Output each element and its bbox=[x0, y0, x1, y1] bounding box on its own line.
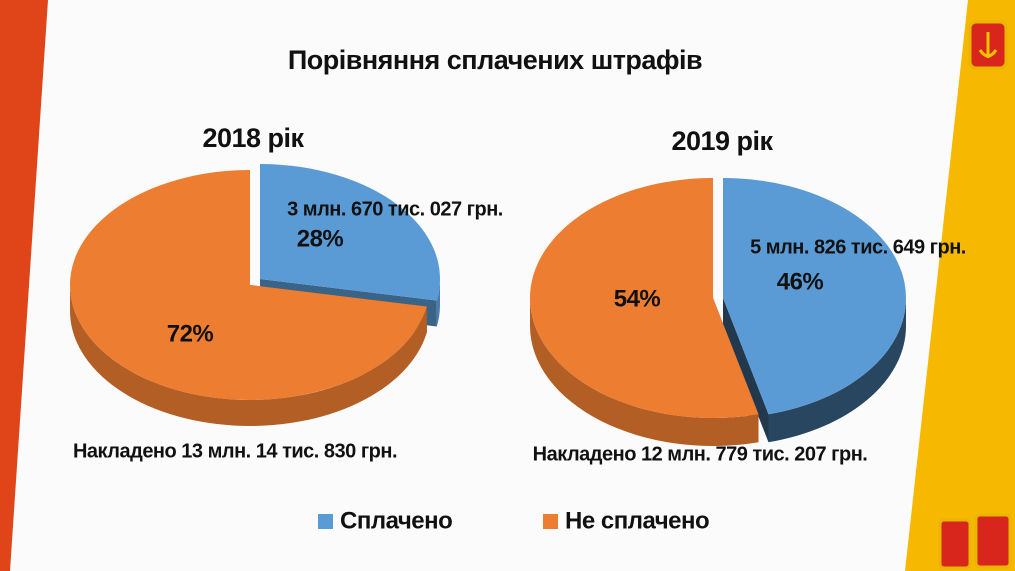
paid-amount: 5 млн. 826 тис. 649 грн. bbox=[750, 236, 966, 258]
slice bbox=[723, 178, 907, 415]
pie-title: 2019 рік bbox=[671, 126, 773, 156]
right-stripe bbox=[905, 0, 1015, 571]
slice bbox=[530, 178, 759, 418]
pie-tops bbox=[69, 164, 440, 401]
legend-swatch bbox=[318, 514, 333, 529]
slice-label: 72% bbox=[167, 320, 214, 347]
slice bbox=[69, 170, 427, 401]
slice-side bbox=[70, 285, 427, 427]
slice-side bbox=[436, 279, 440, 327]
legend-label: Сплачено bbox=[340, 507, 452, 534]
logo-bottom bbox=[938, 513, 1012, 570]
slice bbox=[260, 164, 440, 301]
paid-amount: 3 млн. 670 тис. 027 грн. bbox=[287, 198, 503, 220]
pie-title: 2018 рік bbox=[202, 123, 304, 153]
logo-shield bbox=[938, 518, 972, 570]
legend-label: Не сплачено bbox=[565, 507, 709, 534]
logo-shield bbox=[974, 513, 1012, 569]
pie-chart: 28% 72% 2018 рік 3 млн. 670 тис. 027 грн. На… bbox=[69, 123, 503, 462]
slice-label: 54% bbox=[614, 285, 661, 312]
slice-cut-face bbox=[723, 298, 769, 443]
slice-label: 28% bbox=[297, 225, 344, 252]
slice-side bbox=[768, 298, 906, 443]
imposed-total: Накладено 12 млн. 779 тис. 207 грн. bbox=[533, 443, 868, 465]
legend: Сплачено Не сплачено bbox=[318, 507, 710, 534]
imposed-total: Накладено 13 млн. 14 тис. 830 грн. bbox=[73, 440, 397, 462]
slice-side bbox=[530, 298, 759, 446]
pie-tops bbox=[530, 178, 907, 418]
logo-anchor bbox=[978, 32, 998, 58]
slide-title: Порівняння сплачених штрафів bbox=[288, 45, 702, 75]
logo-top bbox=[968, 20, 1008, 70]
slice-label: 46% bbox=[777, 268, 824, 295]
pie-chart: 46% 54% 2019 рік 5 млн. 826 тис. 649 грн. На… bbox=[530, 126, 966, 465]
left-stripe bbox=[0, 0, 48, 571]
legend-swatch bbox=[543, 514, 558, 529]
